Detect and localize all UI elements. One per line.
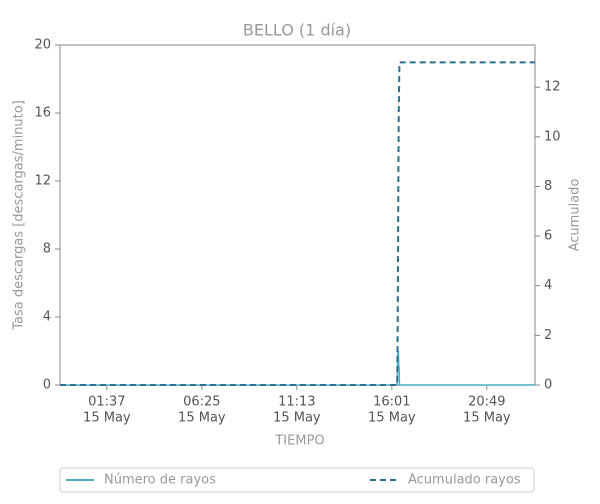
series-line [60,61,535,386]
x-tick-label: 20:49 [468,395,505,410]
x-tick-label: 15 May [83,411,131,426]
y-tick-label: 8 [43,242,51,257]
y-tick-label: 16 [34,106,51,121]
y-tick-label: 20 [34,38,51,53]
x-tick-label: 15 May [463,411,511,426]
y2-axis-label: Acumulado [568,179,583,252]
legend-label: Número de rayos [104,473,216,488]
y-tick-label: 4 [43,310,51,325]
y2-tick-label: 8 [544,179,552,194]
y2-tick-label: 12 [544,80,561,95]
x-axis-label: TIEMPO [274,434,324,449]
y2-tick-label: 10 [544,129,561,144]
y-tick-label: 0 [43,378,51,393]
legend [59,467,535,493]
series-line [60,350,535,386]
legend-label: Acumulado rayos [408,473,521,488]
x-tick-label: 15 May [178,411,226,426]
x-tick-label: 15 May [368,411,416,426]
x-tick-label: 01:37 [88,395,125,410]
plot-frame [59,44,536,386]
y-axis-label: Tasa descargas [descargas/minuto] [12,100,27,331]
y2-tick-label: 4 [544,278,552,293]
chart-title: BELLO (1 día) [243,21,351,40]
x-tick-label: 06:25 [183,395,220,410]
x-tick-label: 16:01 [373,395,410,410]
y2-tick-label: 0 [544,378,552,393]
y-tick-label: 12 [34,174,51,189]
y2-tick-label: 2 [544,328,552,343]
x-tick-label: 11:13 [278,395,315,410]
x-tick-label: 15 May [273,411,321,426]
y2-tick-label: 6 [544,229,552,244]
